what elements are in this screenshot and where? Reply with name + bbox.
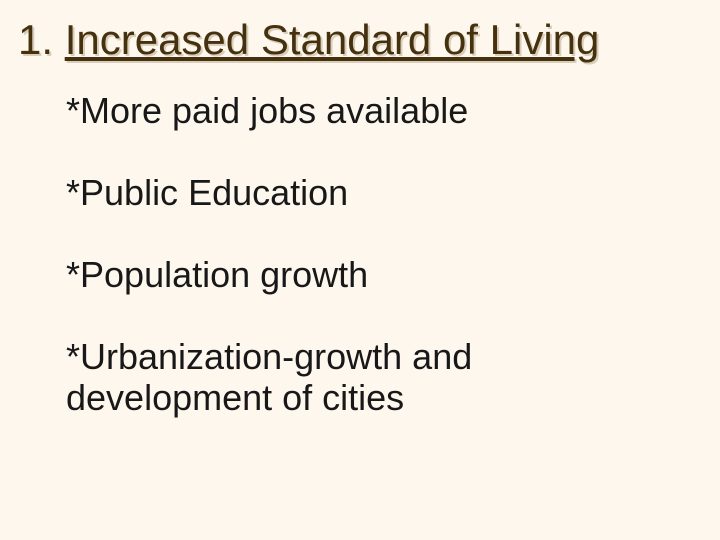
slide: 1. Increased Standard of Living *More pa… [0, 0, 720, 540]
title-text: Increased Standard of Living [65, 16, 600, 63]
slide-title: 1. Increased Standard of Living [18, 16, 599, 64]
slide-body: *More paid jobs available *Public Educat… [66, 90, 472, 418]
title-prefix: 1. [18, 16, 65, 63]
